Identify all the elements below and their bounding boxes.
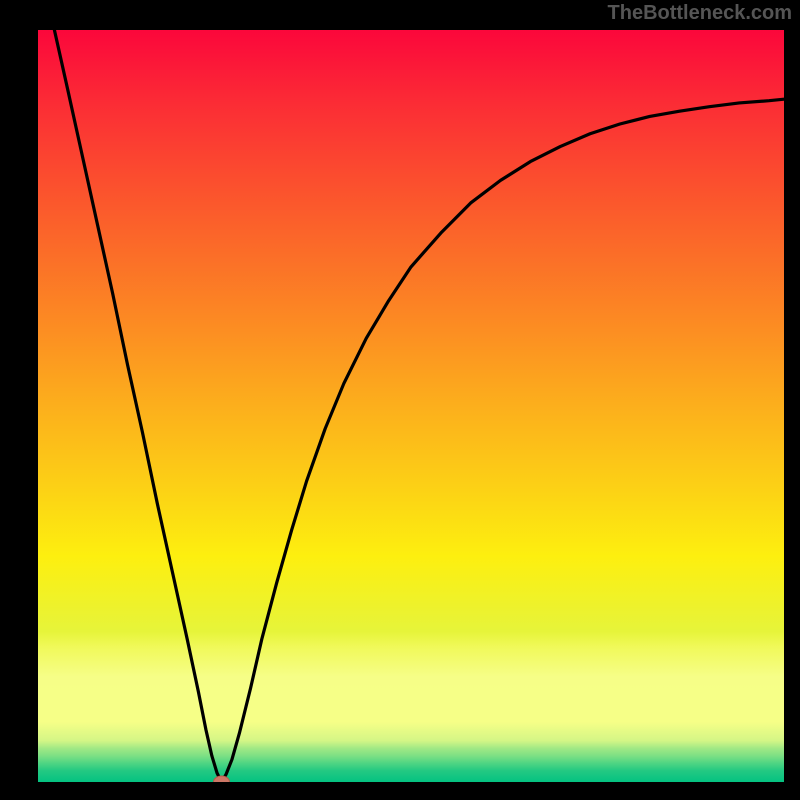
plot-area [38,30,784,782]
chart-svg [38,30,784,782]
gradient-background [38,30,784,782]
watermark: TheBottleneck.com [608,2,792,25]
chart-container: TheBottleneck.com [0,0,800,800]
